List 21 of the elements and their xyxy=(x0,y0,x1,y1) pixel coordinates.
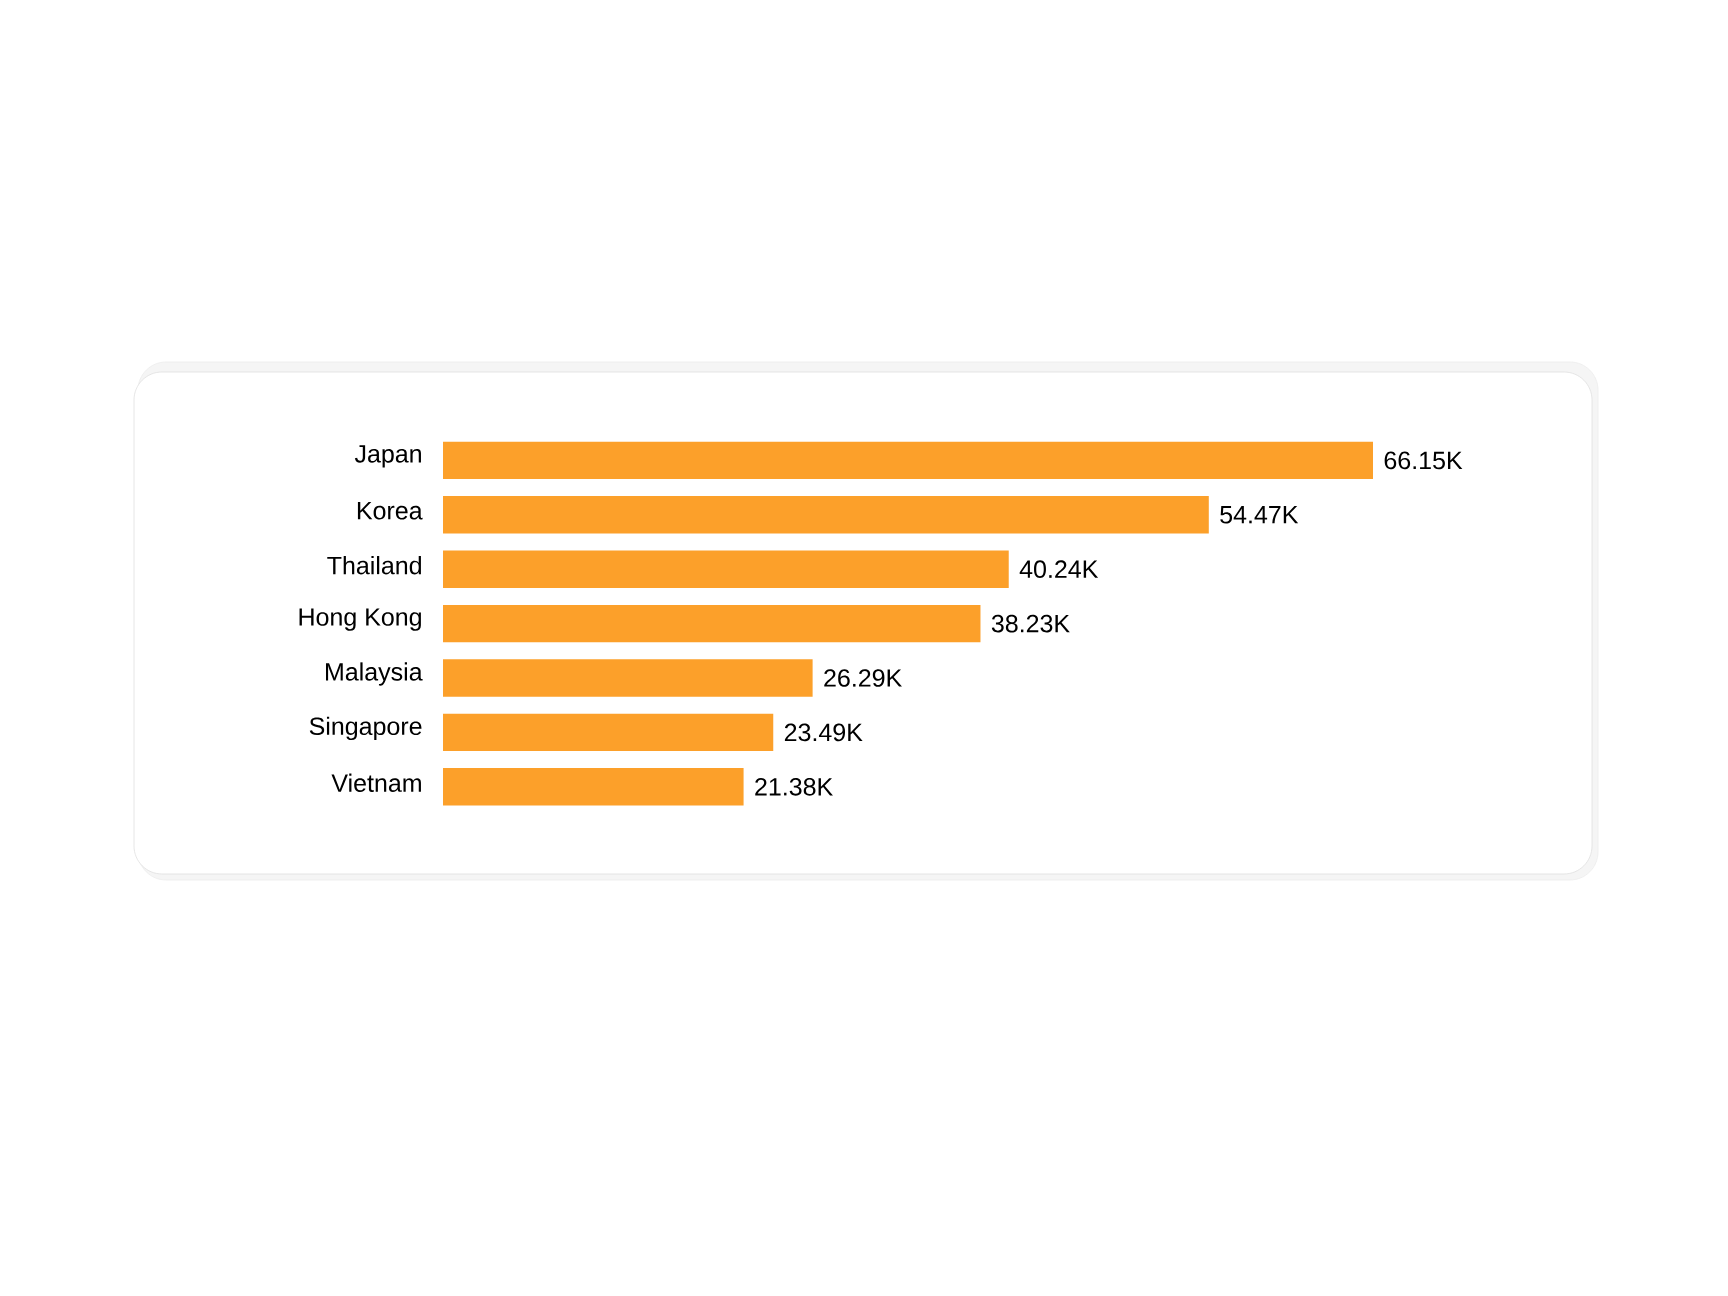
bar xyxy=(443,550,1009,588)
y-tick-label: Korea xyxy=(357,502,423,520)
data-label: 26.29K xyxy=(824,669,902,687)
y-tick-label: Malaysia xyxy=(326,662,423,686)
bar xyxy=(443,496,1209,534)
data-label: 66.15K xyxy=(1384,451,1463,470)
bar xyxy=(443,768,744,806)
y-tick-label: Japan xyxy=(354,445,421,468)
data-label: 40.24K xyxy=(1019,560,1099,579)
data-label: 23.49K xyxy=(784,723,863,742)
y-tick-label: Thailand xyxy=(327,556,421,575)
y-tick-label: Hong Kong xyxy=(299,608,421,631)
bar xyxy=(443,659,813,697)
y-tick-label: Vietnam xyxy=(331,773,421,792)
data-label: 21.38K xyxy=(755,777,833,796)
bar xyxy=(443,441,1374,480)
data-label: 54.47K xyxy=(1220,506,1299,524)
bar xyxy=(443,604,981,643)
data-label: 38.23K xyxy=(991,614,1070,633)
bar xyxy=(443,713,774,752)
y-tick-label: Singapore xyxy=(309,716,422,741)
